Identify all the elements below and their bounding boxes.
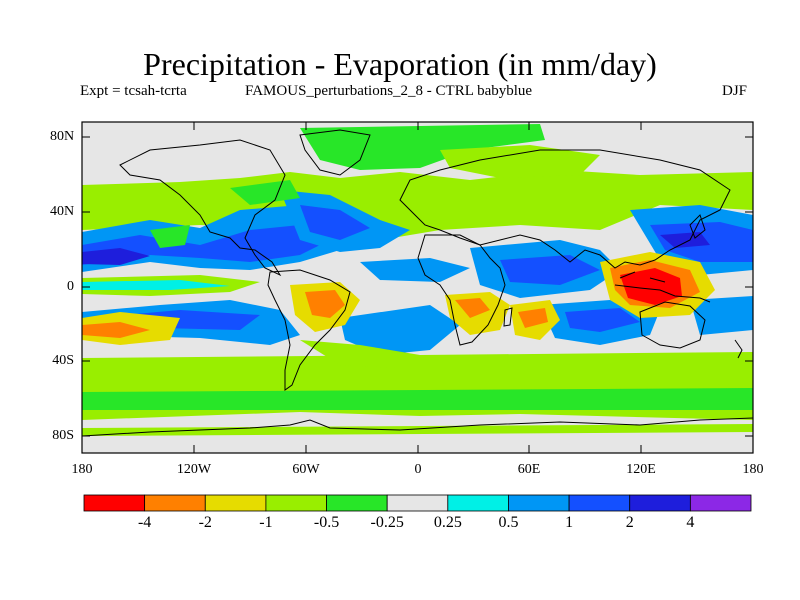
coast-japan [689, 214, 706, 239]
field-swpac-orange [82, 322, 150, 338]
coast-antarctica [82, 417, 753, 437]
lat-label-40n: 40N [50, 204, 75, 219]
colorbar-label: 2 [625, 514, 634, 531]
coastlines [82, 129, 753, 437]
map-title: Precipitation - Evaporation (in mm/day) [143, 46, 657, 82]
field-southern-green2 [82, 388, 753, 410]
colorbar-label: -4 [137, 514, 152, 531]
field-eqpac-cyan [82, 280, 230, 290]
lon-label-0: 0 [414, 462, 422, 477]
coast-indonesia [614, 271, 711, 303]
coast-madagascar [503, 307, 513, 327]
field-eur-green [230, 180, 300, 205]
colorbar-swatch [629, 494, 691, 512]
experiment-label: Expt = tcsah-tcrta [80, 83, 187, 99]
lon-label-120e: 120E [626, 462, 656, 477]
field-natlantic-dblue [300, 205, 370, 240]
lon-label-180e: 180 [742, 462, 764, 477]
colorbar-swatch [204, 494, 267, 512]
colorbar-label: 0.5 [498, 514, 519, 531]
colorbar-label: 0.25 [433, 514, 462, 531]
colorbar-swatch [508, 494, 570, 512]
map-ticks [82, 122, 753, 453]
lon-label-60w: 60W [292, 462, 320, 477]
colorbar-swatch [144, 494, 206, 512]
colorbar-swatch [447, 494, 509, 512]
lat-label-40s: 40S [52, 353, 74, 368]
field-madag-orange [518, 308, 548, 328]
colorbar-swatch [326, 494, 388, 512]
field-south-mid-green [300, 340, 420, 368]
colorbar-swatch [83, 494, 146, 512]
field-sindian-dblue [565, 308, 640, 332]
lon-label-180w: 180 [71, 462, 93, 477]
field-africa-orange [455, 298, 490, 318]
coast-australia [639, 301, 706, 349]
field-spacific2-blue [690, 296, 753, 335]
field-nam-green [150, 225, 190, 248]
lon-label-60e: 60E [517, 462, 541, 477]
field-mc-red [620, 268, 682, 305]
colorbar-swatch [689, 494, 752, 512]
season-label: DJF [722, 83, 748, 99]
colorbar-label: 4 [686, 514, 695, 531]
coast-greenland [299, 129, 371, 176]
colorbar-label: -0.25 [370, 514, 404, 531]
field-arctic-green2 [440, 145, 600, 178]
field-samerica-orange [305, 290, 345, 318]
colorbar-label: -0.5 [313, 514, 340, 531]
colorbar-swatch [265, 494, 327, 512]
colorbar-label: -1 [259, 514, 273, 531]
colorbar-label: -2 [198, 514, 212, 531]
run-label: FAMOUS_perturbations_2_8 - CTRL babyblue [245, 83, 533, 99]
lat-label-0: 0 [67, 279, 74, 294]
colorbar-label: 1 [565, 514, 574, 531]
field-npacific-ddblue [82, 248, 150, 265]
field-indian-dblue [500, 255, 600, 285]
field-tatlantic-blue [360, 258, 470, 282]
colorbar-swatch [568, 494, 631, 512]
coast-nz [734, 339, 743, 359]
field-arctic-green [300, 124, 545, 170]
field-satlantic-blue [340, 305, 460, 355]
colorbar-swatch [386, 494, 449, 512]
coast-africa [417, 234, 506, 346]
lat-label-80s: 80S [52, 428, 74, 443]
lon-label-120w: 120W [176, 462, 212, 477]
colorbar [83, 494, 752, 512]
coast-south-america [267, 269, 351, 391]
lat-label-80n: 80N [50, 129, 75, 144]
field-south-edge-green [82, 424, 753, 436]
